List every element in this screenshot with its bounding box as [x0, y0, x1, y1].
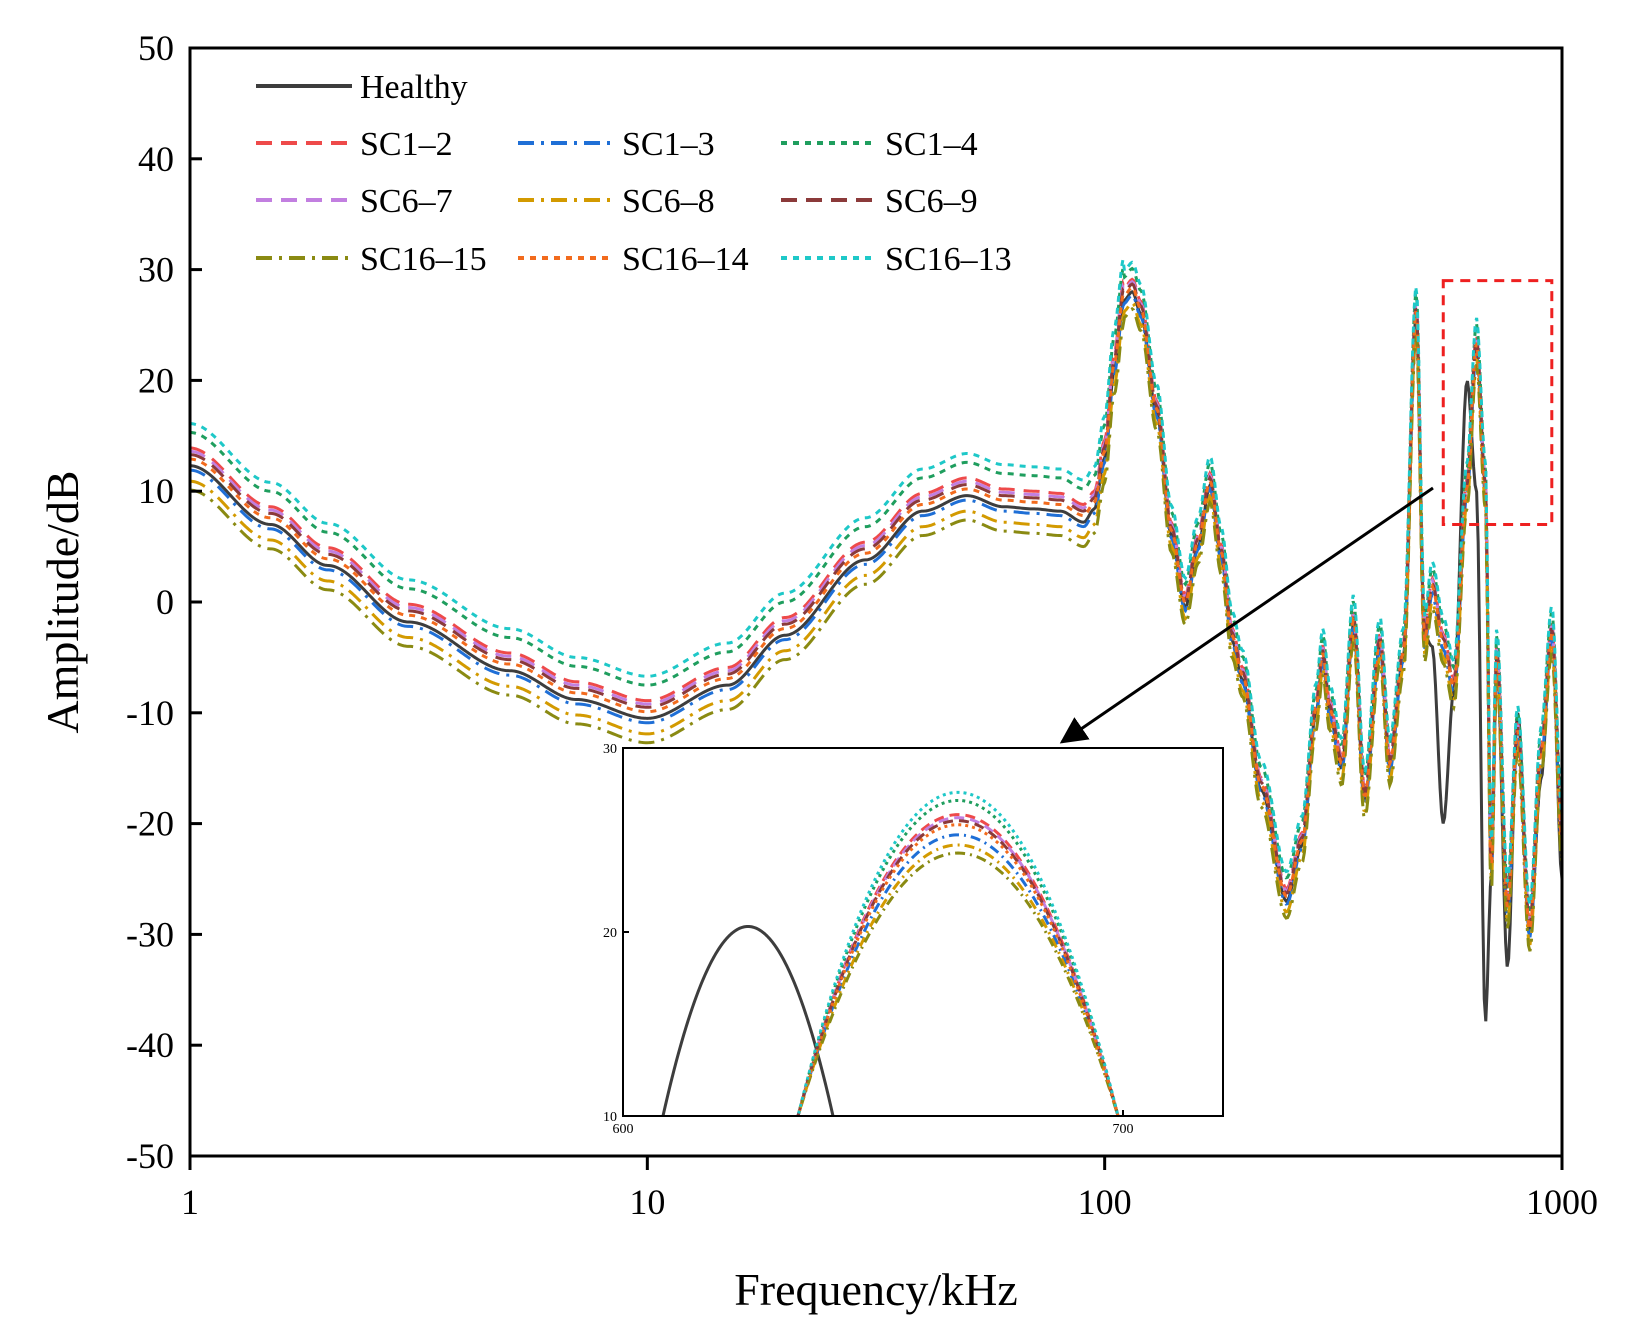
series-line-7 [190, 307, 1562, 952]
legend: Healthy SC1–2 SC1–3 SC1–4 SC6–7 SC6–8 SC6–9 SC1… [256, 69, 1012, 278]
series-line-5 [190, 300, 1562, 946]
inset-series-line-9 [796, 790, 1120, 1116]
y-tick-label: -10 [126, 693, 174, 733]
series-line-1 [190, 277, 1562, 923]
inset-y-tick-label: 20 [603, 926, 617, 941]
legend-label: SC16–14 [622, 241, 749, 278]
series-line-6 [190, 282, 1562, 927]
x-tick-label: 10 [629, 1182, 665, 1222]
inset-y-tick-label: 10 [603, 1110, 617, 1125]
inset-series-line-8 [796, 823, 1120, 1116]
legend-label: SC16–15 [360, 241, 487, 278]
legend-label: SC1–2 [360, 126, 453, 163]
legend-label: SC6–8 [622, 183, 715, 220]
legend-label: SC6–7 [360, 183, 453, 220]
x-tick-label: 1000 [1526, 1182, 1598, 1222]
legend-label: SC1–4 [885, 126, 978, 163]
series-line-4 [190, 279, 1562, 925]
y-tick-label: 10 [138, 471, 174, 511]
series-line-8 [190, 285, 1562, 930]
highlight-box [1441, 279, 1554, 526]
inset-curves [661, 790, 1120, 1116]
y-tick-label: -20 [126, 804, 174, 844]
y-axis-title: Amplitude/dB [37, 470, 88, 733]
inset-x-tick-label: 700 [1113, 1122, 1134, 1137]
y-tick-label: 20 [138, 360, 174, 400]
x-axis-title: Frequency/kHz [734, 1264, 1018, 1315]
series-line-3 [190, 266, 1562, 912]
x-tick-label: 100 [1078, 1182, 1132, 1222]
x-tick-label: 1 [181, 1182, 199, 1222]
y-tick-label: 50 [138, 28, 174, 68]
inset-y-tick-label: 30 [603, 742, 617, 757]
inset-background [623, 748, 1223, 1116]
inset-series-line-5 [796, 843, 1120, 1116]
series-line-9 [190, 259, 1562, 906]
legend-label: Healthy [360, 69, 468, 106]
y-tick-label: 0 [156, 582, 174, 622]
main-curves [190, 259, 1562, 1022]
inset-x-tick-label: 600 [613, 1122, 634, 1137]
inset-series-line-6 [796, 819, 1120, 1116]
legend-label: SC1–3 [622, 126, 715, 163]
legend-label: SC16–13 [885, 241, 1012, 278]
y-tick-label: 30 [138, 250, 174, 290]
series-line-2 [190, 293, 1562, 938]
zoom-arrow [1059, 486, 1434, 744]
inset-series-line-7 [796, 851, 1120, 1116]
y-tick-label: -50 [126, 1136, 174, 1176]
y-tick-label: -40 [126, 1025, 174, 1065]
inset-series-line-0 [661, 924, 835, 1116]
y-tick-label: -30 [126, 914, 174, 954]
legend-label: SC6–9 [885, 183, 978, 220]
y-tick-label: 40 [138, 139, 174, 179]
